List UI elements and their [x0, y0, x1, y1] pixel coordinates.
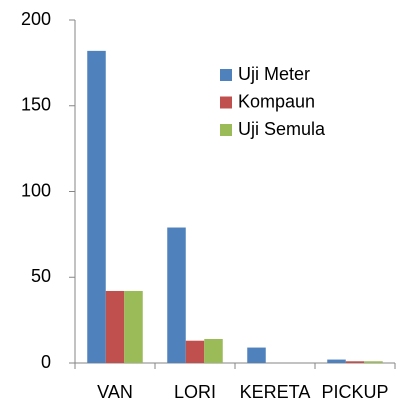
- bar: [345, 361, 365, 363]
- bar: [364, 361, 383, 363]
- bar: [327, 359, 346, 363]
- legend-swatch: [220, 96, 232, 109]
- legend-swatch: [220, 69, 232, 81]
- legend-swatch: [220, 124, 232, 136]
- bar: [167, 227, 186, 363]
- legend-label: Uji Meter: [238, 64, 310, 84]
- bar: [204, 338, 223, 363]
- legend-label: Uji Semula: [238, 119, 326, 139]
- y-tick-label: 100: [21, 180, 51, 200]
- bar: [87, 50, 106, 364]
- bar: [124, 290, 143, 363]
- y-tick-label: 200: [21, 9, 51, 29]
- bar: [247, 347, 266, 363]
- x-tick-label: LORI: [174, 382, 216, 402]
- bar: [105, 290, 125, 363]
- x-tick-label: VAN: [97, 382, 133, 402]
- x-tick-label: PICKUP: [321, 382, 388, 402]
- y-tick-label: 50: [31, 266, 51, 286]
- x-tick-label: KERETA: [240, 382, 311, 402]
- legend-label: Kompaun: [238, 91, 315, 111]
- y-tick-label: 150: [21, 95, 51, 115]
- y-tick-label: 0: [41, 352, 51, 372]
- bar: [185, 340, 205, 363]
